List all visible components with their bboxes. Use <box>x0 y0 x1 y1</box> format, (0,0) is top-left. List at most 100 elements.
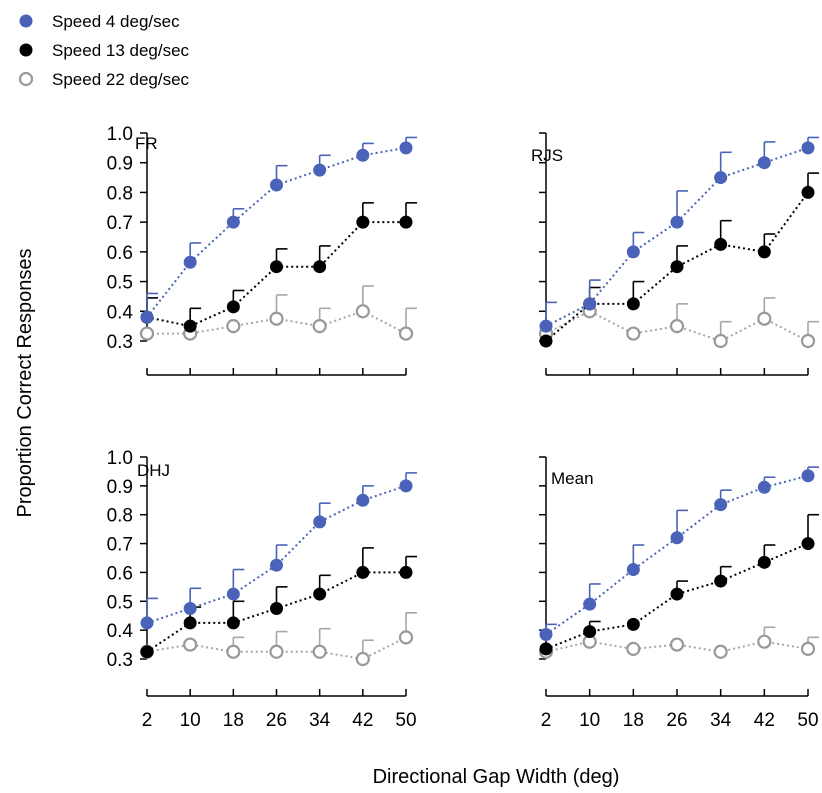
data-point <box>626 326 641 341</box>
x-tick-label: 10 <box>579 710 600 731</box>
data-point <box>800 641 816 657</box>
series-speed-22 <box>538 297 819 349</box>
data-point <box>226 319 241 334</box>
y-tick-label: 0.5 <box>107 592 133 613</box>
data-point <box>670 260 684 274</box>
x-axis-label: Directional Gap Width (deg) <box>373 766 620 788</box>
series-speed-4 <box>140 136 417 324</box>
data-point <box>270 558 283 572</box>
series-line <box>545 474 809 636</box>
data-point <box>355 651 370 667</box>
data-point <box>183 255 197 269</box>
data-point <box>312 319 327 334</box>
x-tick-label: 10 <box>180 710 201 731</box>
data-point <box>583 625 597 639</box>
data-point <box>399 479 413 493</box>
x-tick-label: 2 <box>541 710 552 731</box>
data-point <box>313 515 327 529</box>
panel-mean: 2 10 18 26 34 42 50 Mean <box>538 456 819 731</box>
data-point <box>626 563 640 577</box>
data-point <box>713 333 728 349</box>
y-tick-label: 0.6 <box>107 243 133 264</box>
panel-title: FR <box>135 134 158 153</box>
x-tick-label: 26 <box>666 710 687 731</box>
y-tick-label: 0.3 <box>107 332 133 353</box>
y-axis-label: Proportion Correct Responses <box>14 248 36 517</box>
y-tick-label: 0.7 <box>107 213 133 234</box>
data-point <box>312 644 327 659</box>
data-point <box>226 644 241 659</box>
panel-title: Mean <box>551 469 594 488</box>
data-point <box>270 602 283 615</box>
data-point <box>539 642 553 656</box>
data-point <box>398 326 414 341</box>
legend-marker-speed-13 <box>19 43 33 57</box>
panel-title: DHJ <box>137 461 170 480</box>
y-tick-label: 1.0 <box>107 448 133 469</box>
data-point <box>399 565 413 579</box>
y-tick-label: 0.3 <box>107 650 133 671</box>
data-point <box>356 215 370 229</box>
data-point <box>714 171 728 185</box>
y-tick-label: 0.6 <box>107 563 133 584</box>
x-tick-label: 26 <box>266 710 287 731</box>
data-point <box>183 319 197 333</box>
data-point <box>757 480 771 494</box>
series-speed-4 <box>140 472 417 630</box>
data-point <box>355 304 370 319</box>
data-point <box>626 245 640 259</box>
data-point <box>313 163 327 177</box>
data-point <box>226 300 240 314</box>
panel-dhj: 1.0 0.9 0.8 0.7 0.6 0.5 0.4 0.3 2 10 18 26 34 42 50 DHJ <box>107 448 417 731</box>
data-point <box>399 141 413 155</box>
data-point <box>356 148 370 162</box>
data-point <box>757 156 771 170</box>
data-point <box>801 141 815 155</box>
data-point <box>669 319 685 334</box>
data-point <box>356 565 370 579</box>
data-point <box>801 469 815 483</box>
legend-label-speed-4: Speed 4 deg/sec <box>52 12 180 31</box>
data-point <box>183 637 198 652</box>
data-point <box>226 215 240 229</box>
data-point <box>626 617 640 631</box>
data-point <box>583 597 597 611</box>
panel-fr: 1.0 0.9 0.8 0.7 0.6 0.5 0.4 0.3 FR <box>107 124 417 376</box>
x-tick-label: 42 <box>754 710 775 731</box>
data-point <box>226 587 240 601</box>
data-point <box>669 637 685 652</box>
legend-label-speed-13: Speed 13 deg/sec <box>52 41 190 60</box>
x-tick-label: 34 <box>309 710 331 731</box>
data-point <box>269 644 284 659</box>
data-point <box>583 297 597 311</box>
data-point <box>270 178 283 192</box>
data-point <box>626 297 640 311</box>
data-point <box>800 333 816 349</box>
y-tick-label: 0.4 <box>107 302 134 323</box>
x-tick-label: 18 <box>623 710 644 731</box>
legend: Speed 4 deg/sec Speed 13 deg/sec Speed 2… <box>18 12 190 89</box>
y-tick-label: 0.9 <box>107 477 133 498</box>
data-point <box>313 260 327 274</box>
data-point <box>269 311 284 326</box>
data-point <box>140 616 154 630</box>
x-tick-label: 2 <box>142 710 153 731</box>
data-point <box>226 616 240 630</box>
x-tick-label: 42 <box>352 710 373 731</box>
series-speed-4 <box>539 136 819 333</box>
data-point <box>757 245 771 259</box>
y-tick-label: 1.0 <box>107 124 133 145</box>
data-point <box>714 237 728 251</box>
data-point <box>398 630 414 645</box>
x-tick-label: 18 <box>223 710 244 731</box>
data-point <box>714 574 728 588</box>
x-tick-label: 50 <box>395 710 416 731</box>
y-tick-label: 0.4 <box>107 621 134 642</box>
series-speed-13 <box>539 513 819 656</box>
data-point <box>757 555 771 569</box>
legend-marker-speed-4 <box>19 14 33 28</box>
y-tick-label: 0.8 <box>107 183 133 204</box>
y-tick-label: 0.9 <box>107 154 133 175</box>
panel-title: RJS <box>531 146 563 165</box>
y-tick-label: 0.7 <box>107 535 133 556</box>
